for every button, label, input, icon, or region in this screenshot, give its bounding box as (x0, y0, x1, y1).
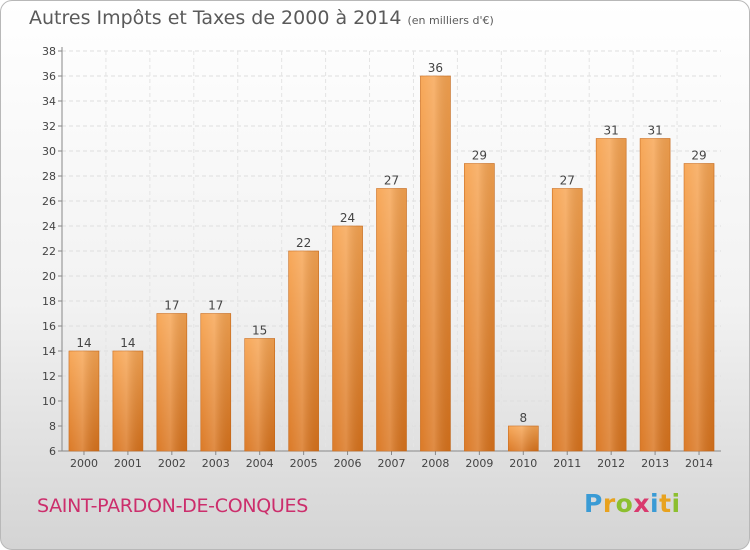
y-tick-label: 38 (42, 45, 56, 58)
bar-shine (596, 138, 627, 451)
y-tick-label: 28 (42, 170, 56, 183)
data-label: 29 (472, 149, 487, 163)
data-label: 29 (691, 149, 706, 163)
chart-title-main: Autres Impôts et Taxes de 2000 à 2014 (29, 7, 402, 29)
bar-shine (376, 188, 407, 451)
y-tick-label: 26 (42, 195, 56, 208)
logo-letter: i (671, 489, 681, 518)
x-tick-label: 2007 (378, 457, 406, 470)
data-label: 17 (164, 299, 179, 313)
x-tick-label: 2006 (334, 457, 362, 470)
bar-shine (200, 313, 231, 451)
bar-shine (244, 338, 275, 451)
logo-letter: P (584, 489, 603, 518)
y-tick-label: 18 (42, 295, 56, 308)
x-tick-label: 2014 (685, 457, 713, 470)
bar-shine (332, 226, 363, 451)
y-tick-label: 14 (42, 345, 56, 358)
bar-shine (156, 313, 187, 451)
data-label: 36 (428, 61, 443, 75)
bar-shine (420, 76, 451, 451)
data-label: 31 (647, 124, 662, 138)
bar-shine (464, 163, 495, 451)
x-tick-label: 2002 (158, 457, 186, 470)
y-tick-label: 22 (42, 245, 56, 258)
data-label: 27 (384, 174, 399, 188)
commune-name: SAINT-PARDON-DE-CONQUES (37, 495, 308, 517)
bar-shine (508, 426, 539, 451)
y-tick-label: 16 (42, 320, 56, 333)
data-label: 14 (120, 336, 135, 350)
logo-letter: x (633, 489, 650, 518)
bar-shine (552, 188, 583, 451)
bar-shine (288, 251, 319, 451)
x-tick-label: 2013 (641, 457, 669, 470)
x-tick-label: 2012 (597, 457, 625, 470)
data-label: 17 (208, 299, 223, 313)
y-tick-label: 34 (42, 95, 56, 108)
data-label: 14 (76, 336, 91, 350)
x-tick-label: 2001 (114, 457, 142, 470)
logo-letter: t (659, 489, 672, 518)
chart-title-unit: (en milliers d'€) (407, 14, 494, 27)
data-label: 22 (296, 236, 311, 250)
data-label: 31 (604, 124, 619, 138)
y-tick-label: 36 (42, 70, 56, 83)
x-tick-label: 2011 (553, 457, 581, 470)
x-tick-label: 2008 (421, 457, 449, 470)
y-tick-label: 30 (42, 145, 56, 158)
y-tick-label: 8 (49, 420, 56, 433)
data-label: 24 (340, 211, 355, 225)
bar-shine (112, 351, 143, 451)
y-tick-label: 24 (42, 220, 56, 233)
logo-letter: o (615, 489, 634, 518)
data-labels: 14 14 17 17 15 22 24 27 36 29 8 27 31 31 29 (76, 61, 706, 425)
y-tick-label: 12 (42, 370, 56, 383)
x-tick-label: 2000 (70, 457, 98, 470)
bar-shine (684, 163, 715, 451)
data-label: 27 (560, 174, 575, 188)
bar-shine (640, 138, 671, 451)
logo-letter: i (650, 489, 660, 518)
axes: 6 8 10 12 14 16 18 20 22 24 26 28 30 32 34 36 38 2000 2001… (42, 45, 721, 470)
y-tick-label: 20 (42, 270, 56, 283)
x-tick-label: 2003 (202, 457, 230, 470)
bars (68, 75, 715, 452)
x-tick-label: 2004 (246, 457, 274, 470)
x-tick-label: 2010 (509, 457, 537, 470)
x-tick-label: 2009 (465, 457, 493, 470)
y-tick-label: 10 (42, 395, 56, 408)
x-tick-label: 2005 (290, 457, 318, 470)
y-tick-label: 6 (49, 445, 56, 458)
bar-shine (68, 351, 99, 451)
proxiti-logo: Proxiti (584, 489, 681, 518)
data-label: 8 (519, 411, 527, 425)
y-tick-label: 32 (42, 120, 56, 133)
chart-title: Autres Impôts et Taxes de 2000 à 2014 (en… (29, 7, 494, 29)
data-label: 15 (252, 324, 267, 338)
logo-letter: r (602, 489, 616, 518)
